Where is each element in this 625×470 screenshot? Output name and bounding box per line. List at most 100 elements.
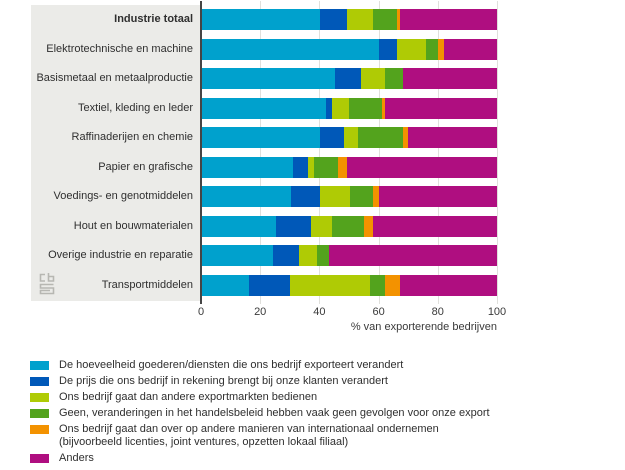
cbs-logo-icon (39, 273, 55, 295)
category-label: Transportmiddelen (101, 278, 193, 291)
bar-segment (290, 274, 371, 296)
category-panel: Industrie totaal Elektrotechnische en mac… (31, 5, 201, 301)
legend-swatch (30, 377, 49, 386)
bar-segment (384, 97, 497, 119)
bar-segment (314, 156, 338, 178)
legend-item: Ons bedrijf gaat dan over op andere mani… (30, 423, 590, 449)
plot-area (201, 1, 498, 304)
bar-segment (249, 274, 291, 296)
legend-item: Anders (30, 452, 590, 465)
category-label: Raffinaderijen en chemie (71, 131, 193, 144)
category-label: Elektrotechnische en machine (46, 42, 193, 55)
x-axis-title: % van exporterende bedrijven (350, 321, 497, 333)
bar-segment (349, 97, 382, 119)
legend-label: De hoeveelheid goederen/diensten die ons… (59, 359, 404, 371)
bar-segment (308, 156, 315, 178)
bar-segment (293, 156, 309, 178)
legend-item: De hoeveelheid goederen/diensten die ons… (30, 359, 590, 372)
bar-segment (328, 245, 497, 267)
bar-segment (396, 9, 400, 30)
bar-segment (325, 97, 332, 119)
bar-segment (202, 127, 320, 149)
bar-row (202, 68, 497, 90)
bar-segment (331, 97, 350, 119)
legend-swatch (30, 425, 49, 434)
bar-segment (384, 274, 400, 296)
legend-swatch (30, 361, 49, 370)
bar-segment (358, 127, 403, 149)
bar-segment (361, 68, 385, 90)
bar-segment (202, 274, 250, 296)
bar-segment (202, 186, 291, 208)
category-label: Industrie totaal (114, 13, 193, 25)
bar-segment (346, 156, 497, 178)
category-label: Basismetaal en metaalproductie (36, 72, 193, 85)
gridline (319, 1, 321, 304)
bar-segment (202, 156, 294, 178)
legend-swatch (30, 393, 49, 402)
legend-label: Ons bedrijf gaat dan andere exportmarkte… (59, 391, 318, 403)
bar-row (202, 97, 497, 119)
x-tick-label: 40 (313, 306, 326, 318)
bar-segment (202, 38, 379, 60)
bar-segment (202, 97, 326, 119)
legend-item: De prijs die ons bedrijf in rekening bre… (30, 375, 590, 388)
legend-swatch (30, 454, 49, 463)
bar-segment (384, 68, 403, 90)
bar-segment (364, 215, 374, 237)
legend-label: Ons bedrijf gaat dan over op andere mani… (59, 423, 439, 448)
bar-segment (320, 127, 344, 149)
bar-segment (334, 68, 362, 90)
bar-segment (399, 274, 497, 296)
category-label: Overige industrie en reparatie (48, 249, 193, 262)
category-label: Textiel, kleding en leder (78, 101, 193, 114)
bar-row (202, 215, 497, 237)
y-axis-line (200, 1, 202, 304)
gridline (260, 1, 262, 304)
x-tick-label: 20 (254, 306, 267, 318)
bar-segment (202, 9, 320, 30)
legend-label: De prijs die ons bedrijf in rekening bre… (59, 375, 388, 387)
bar-segment (320, 9, 347, 30)
legend-item: Geen, veranderingen in het handelsbeleid… (30, 407, 590, 420)
bar-segment (275, 215, 312, 237)
bar-segment (379, 38, 397, 60)
bar-row (202, 38, 497, 60)
bar-segment (343, 127, 359, 149)
bar-segment (337, 156, 347, 178)
gridline (378, 1, 380, 304)
x-tick-label: 60 (372, 306, 385, 318)
bar-segment (202, 245, 273, 267)
x-tick-label: 0 (197, 306, 205, 318)
bar-segment (290, 186, 320, 208)
bar-segment (399, 9, 497, 30)
bar-segment (443, 38, 497, 60)
bar-row (202, 127, 497, 149)
bar-segment (373, 186, 379, 208)
bar-segment (370, 274, 385, 296)
category-label: Hout en bouwmaterialen (73, 219, 193, 232)
bar-segment (320, 186, 350, 208)
gridline (437, 1, 439, 304)
legend-label: Anders (59, 452, 94, 464)
category-label: Papier en grafische (98, 160, 193, 173)
bar-segment (437, 38, 444, 60)
bar-row (202, 9, 497, 30)
bar-segment (373, 9, 397, 30)
bar-row (202, 274, 497, 296)
x-tick-label: 100 (487, 306, 507, 318)
bar-segment (317, 245, 329, 267)
legend-label: Geen, veranderingen in het handelsbeleid… (59, 407, 490, 419)
bar-segment (346, 9, 374, 30)
bar-segment (311, 215, 332, 237)
gridline (497, 1, 498, 304)
legend-swatch (30, 409, 49, 418)
category-label: Voedings- en genotmiddelen (53, 190, 193, 203)
bar-segment (272, 245, 300, 267)
bar-row (202, 186, 497, 208)
bar-segment (426, 38, 438, 60)
bar-segment (202, 215, 276, 237)
bar-segment (381, 97, 385, 119)
legend: De hoeveelheid goederen/diensten die ons… (30, 359, 590, 468)
